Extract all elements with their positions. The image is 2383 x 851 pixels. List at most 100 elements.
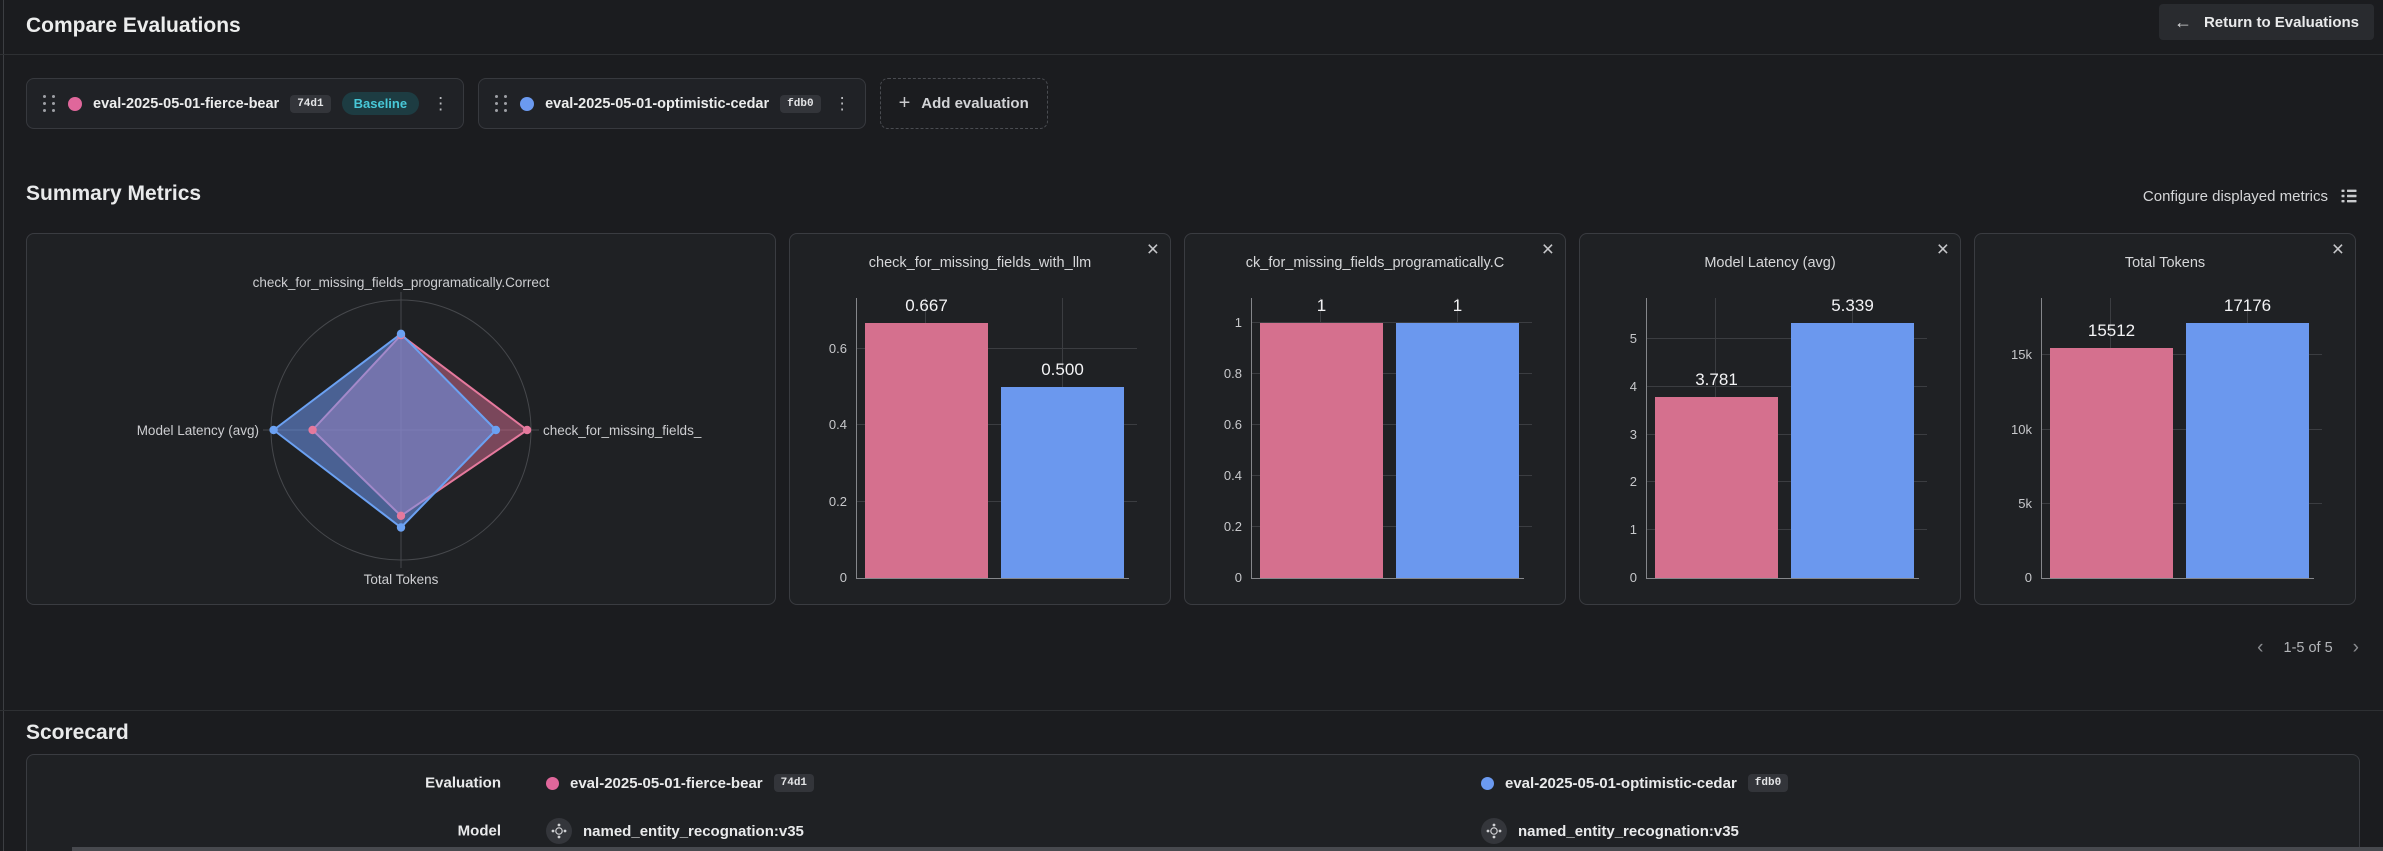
close-card-icon[interactable]: ×	[1146, 238, 1159, 261]
y-axis-tick-label: 1	[1234, 315, 1242, 330]
add-evaluation-button[interactable]: + Add evaluation	[879, 78, 1048, 129]
metric-card-title: Model Latency (avg)	[1704, 255, 1836, 271]
bar-comparison-series	[1396, 323, 1519, 578]
bar-value-label: 15512	[2087, 320, 2136, 340]
radar-axis-label: check_for_missing_fields_	[543, 423, 702, 438]
metric-card: × check_for_missing_fields_with_llm 0.667 0…	[789, 233, 1171, 605]
evaluation-color-dot	[1481, 776, 1494, 790]
bar-baseline-series	[865, 323, 988, 578]
bar-value-label: 17176	[2223, 296, 2272, 315]
bar-comparison-series	[2186, 323, 2309, 578]
bar-baseline-series	[1260, 323, 1383, 578]
cards-pagination: ‹ 1-5 of 5 ›	[2257, 638, 2359, 657]
sidebar-edge-divider	[3, 0, 4, 851]
summary-metrics-title: Summary Metrics	[26, 182, 202, 205]
metric-card-title: ck_for_missing_fields_programatically.C	[1245, 255, 1505, 271]
page-header: Compare Evaluations ← Return to Evaluati…	[0, 0, 2383, 55]
bar-value-label: 5.339	[1831, 296, 1874, 315]
back-arrow-icon: ←	[2173, 11, 2192, 32]
bar-value-label: 0.500	[1041, 359, 1084, 379]
bar-value-label: 3.781	[1695, 370, 1738, 390]
radar-chart: check_for_missing_fields_programatically…	[137, 275, 702, 587]
metric-card-title: Total Tokens	[2124, 255, 2206, 271]
gridline	[857, 500, 1137, 502]
y-axis-tick-label: 0.2	[1223, 519, 1242, 534]
y-axis-tick-label: 5k	[2018, 495, 2032, 511]
summary-metric-cards: check_for_missing_fields_programatically…	[26, 233, 2356, 605]
evaluation-color-dot	[546, 776, 559, 790]
gridline	[857, 347, 1137, 349]
return-to-evaluations-button[interactable]: ← Return to Evaluations	[2158, 4, 2374, 40]
evaluation-version-tag: 74d1	[773, 774, 815, 792]
bar-plot-area: 15512 17176	[2041, 296, 2322, 579]
bar-comparison-series	[1001, 386, 1124, 578]
gridline	[1647, 385, 1927, 387]
scorecard-cell: named_entity_recognation:v35	[1481, 818, 1739, 844]
evaluation-chip-comparison: eval-2025-05-01-optimistic-cedar fdb0 ⋮	[478, 78, 866, 129]
gridline	[1647, 433, 1927, 435]
row-label: Evaluation	[425, 774, 501, 792]
close-card-icon[interactable]: ×	[1541, 238, 1554, 261]
evaluation-name: eval-2025-05-01-fierce-bear	[570, 774, 763, 792]
pagination-label: 1-5 of 5	[2283, 639, 2333, 656]
evaluation-name: eval-2025-05-01-fierce-bear	[93, 95, 280, 112]
model-name: named_entity_recognation:v35	[1518, 822, 1739, 840]
previous-page-icon[interactable]: ‹	[2257, 637, 2264, 658]
return-button-label: Return to Evaluations	[2203, 13, 2359, 31]
gridline	[857, 424, 1137, 426]
baseline-badge: Baseline	[341, 92, 420, 115]
scorecard-row-evaluation: Evaluation eval-2025-05-01-fierce-bear 7…	[27, 759, 2359, 807]
y-axis-tick-label: 0.6	[828, 340, 847, 356]
gridline	[1647, 338, 1927, 340]
radar-axis-label: Total Tokens	[364, 572, 439, 587]
metric-card: × ck_for_missing_fields_programatically.C…	[1184, 233, 1566, 605]
configure-label: Configure displayed metrics	[2142, 187, 2328, 205]
model-icon	[546, 818, 572, 844]
evaluation-chip-baseline: eval-2025-05-01-fierce-bear 74d1 Baselin…	[26, 78, 465, 129]
model-icon	[1481, 818, 1507, 844]
y-axis-tick-label: 5	[1629, 331, 1637, 347]
y-axis-tick-label: 4	[1629, 378, 1637, 394]
y-axis-tick-label: 0.4	[1223, 468, 1242, 483]
evaluation-chips-row: eval-2025-05-01-fierce-bear 74d1 Baselin…	[26, 78, 1048, 129]
scorecard-cell: eval-2025-05-01-optimistic-cedar fdb0	[1481, 774, 1789, 792]
gridline	[1252, 526, 1532, 527]
y-axis-tick-label: 0.8	[1223, 366, 1242, 381]
y-axis-tick-label: 10k	[2011, 421, 2032, 437]
gridline	[1252, 373, 1532, 374]
y-axis-tick-label: 1	[1629, 522, 1637, 538]
gridline	[1647, 529, 1927, 531]
scorecard-row-model: Model named_entity_recognation:v35	[27, 807, 2359, 851]
y-axis-tick-label: 2	[1629, 474, 1637, 490]
evaluation-version-tag: fdb0	[780, 94, 821, 113]
gridline	[2042, 502, 2322, 504]
close-card-icon[interactable]: ×	[1936, 238, 1949, 261]
radar-chart-card: check_for_missing_fields_programatically…	[26, 233, 776, 605]
bar-plot-area: 3.781 5.339	[1646, 296, 1927, 579]
chip-menu-icon[interactable]: ⋮	[833, 94, 851, 113]
configure-displayed-metrics-button[interactable]: Configure displayed metrics	[2143, 186, 2359, 206]
chip-menu-icon[interactable]: ⋮	[432, 94, 450, 113]
evaluation-version-tag: 74d1	[290, 94, 331, 113]
bar-baseline-series	[2050, 347, 2173, 578]
close-card-icon[interactable]: ×	[2331, 238, 2344, 261]
bar-baseline-series	[1655, 397, 1778, 578]
drag-handle-icon[interactable]	[41, 93, 57, 114]
model-name: named_entity_recognation:v35	[583, 822, 804, 840]
radar-axis-label: check_for_missing_fields_programatically…	[253, 275, 550, 290]
horizontal-scrollbar[interactable]	[72, 847, 2383, 851]
bar-value-label: 1	[1452, 296, 1463, 315]
y-axis-tick-label: 0	[1234, 570, 1242, 585]
row-label: Model	[457, 822, 501, 840]
scorecard-table: Evaluation eval-2025-05-01-fierce-bear 7…	[26, 754, 2360, 851]
drag-handle-icon[interactable]	[493, 93, 509, 114]
y-axis-tick-label: 0	[1629, 570, 1637, 585]
section-divider	[0, 710, 2383, 711]
metric-card: × Model Latency (avg) 3.781 5.339 0 1 2 3 4 5	[1579, 233, 1961, 605]
bar-value-label: 0.667	[905, 296, 948, 315]
y-axis-tick-label: 0	[839, 570, 847, 585]
gridline	[1252, 322, 1532, 323]
bar-value-label: 1	[1316, 296, 1327, 315]
next-page-icon[interactable]: ›	[2352, 637, 2359, 658]
